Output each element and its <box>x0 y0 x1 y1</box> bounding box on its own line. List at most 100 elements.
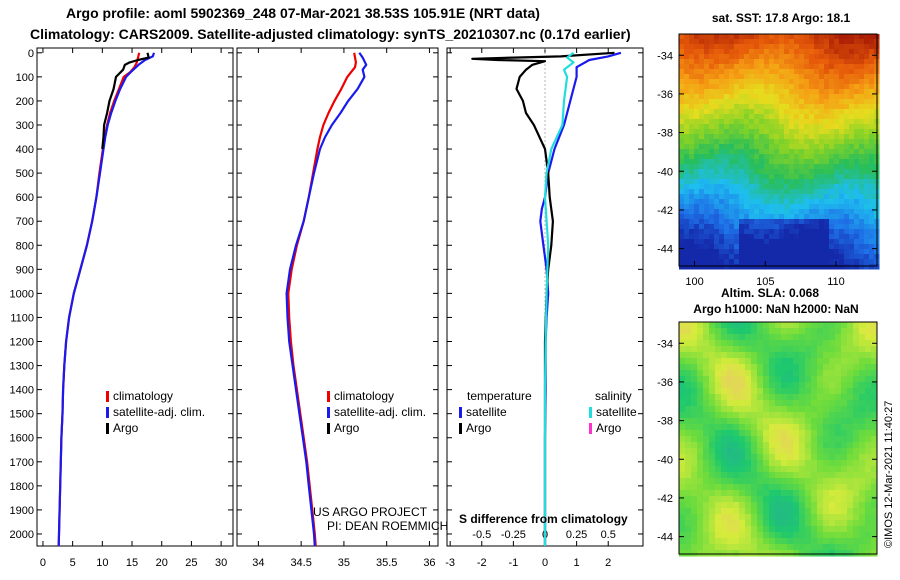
map-cell <box>839 164 845 170</box>
map-cell <box>859 229 865 235</box>
map-cell <box>679 526 686 533</box>
map-cell <box>787 478 794 485</box>
map-cell <box>799 149 805 155</box>
map-cell <box>739 89 745 95</box>
map-cell <box>689 104 695 110</box>
map-cell <box>781 526 788 533</box>
map-cell <box>811 322 818 329</box>
map-cell <box>779 69 785 75</box>
map-cell <box>697 496 704 503</box>
map-cell <box>754 144 760 150</box>
map-cell <box>679 124 685 130</box>
map-cell <box>799 442 806 449</box>
map-cell <box>689 254 695 260</box>
map-cell <box>744 164 750 170</box>
map-cell <box>751 478 758 485</box>
map-cell <box>835 364 842 371</box>
map-cell <box>829 249 835 255</box>
map-cell <box>739 144 745 150</box>
map-cell <box>823 328 830 335</box>
map-cell <box>811 364 818 371</box>
map-cell <box>809 69 815 75</box>
map-cell <box>769 34 775 40</box>
map-cell <box>839 114 845 120</box>
map-cell <box>689 134 695 140</box>
map-cell <box>749 199 755 205</box>
map-cell <box>715 430 722 437</box>
map-cell <box>704 119 710 125</box>
map-cell <box>814 249 820 255</box>
map-cell <box>779 49 785 55</box>
map-cell <box>774 114 780 120</box>
map-cell <box>869 259 875 265</box>
map-cell <box>679 94 685 100</box>
map-cell <box>779 99 785 105</box>
map-cell <box>754 34 760 40</box>
map-cell <box>814 214 820 220</box>
map-cell <box>697 322 704 329</box>
map-cell <box>865 478 872 485</box>
map-cell <box>729 49 735 55</box>
map-cell <box>734 189 740 195</box>
map-cell <box>704 109 710 115</box>
map-cell <box>697 502 704 509</box>
map-cell <box>859 164 865 170</box>
map-cell <box>684 249 690 255</box>
map-cell <box>739 179 745 185</box>
map-cell <box>684 89 690 95</box>
map-cell <box>849 189 855 195</box>
map-cell <box>859 144 865 150</box>
map-cell <box>859 466 866 473</box>
map-cell <box>704 234 710 240</box>
map-cell <box>799 224 805 230</box>
map-cell <box>724 219 730 225</box>
map-cell <box>859 394 866 401</box>
map-cell <box>694 39 700 45</box>
map-cell <box>733 430 740 437</box>
map-cell <box>844 184 850 190</box>
map-cell <box>679 436 686 443</box>
lat-tick-label: -34 <box>657 50 673 62</box>
map-cell <box>709 328 716 335</box>
map-cell <box>691 460 698 467</box>
map-cell <box>764 219 770 225</box>
map-cell <box>721 436 728 443</box>
map-cell <box>834 99 840 105</box>
map-cell <box>799 538 806 545</box>
map-cell <box>794 179 800 185</box>
map-cell <box>775 358 782 365</box>
map-cell <box>744 99 750 105</box>
map-cell <box>709 466 716 473</box>
depth-tick-label: 1900 <box>10 505 34 517</box>
sst-map-title: sat. SST: 17.8 Argo: 18.1 <box>712 11 851 25</box>
map-cell <box>739 34 745 40</box>
map-cell <box>819 89 825 95</box>
map-cell <box>835 520 842 527</box>
map-cell <box>754 104 760 110</box>
map-cell <box>679 34 685 40</box>
map-cell <box>774 84 780 90</box>
map-cell <box>703 448 710 455</box>
map-cell <box>769 532 776 539</box>
map-cell <box>734 194 740 200</box>
map-cell <box>703 424 710 431</box>
map-cell <box>823 388 830 395</box>
map-cell <box>829 159 835 165</box>
map-cell <box>715 508 722 515</box>
map-cell <box>684 39 690 45</box>
map-cell <box>847 448 854 455</box>
map-cell <box>871 544 878 551</box>
map-cell <box>793 346 800 353</box>
map-cell <box>799 460 806 467</box>
map-cell <box>775 490 782 497</box>
map-cell <box>835 388 842 395</box>
map-cell <box>757 364 764 371</box>
map-cell <box>719 149 725 155</box>
map-cell <box>721 394 728 401</box>
map-cell <box>804 169 810 175</box>
map-cell <box>679 424 686 431</box>
map-cell <box>714 94 720 100</box>
map-cell <box>769 239 775 245</box>
map-cell <box>859 376 866 383</box>
map-cell <box>869 244 875 250</box>
